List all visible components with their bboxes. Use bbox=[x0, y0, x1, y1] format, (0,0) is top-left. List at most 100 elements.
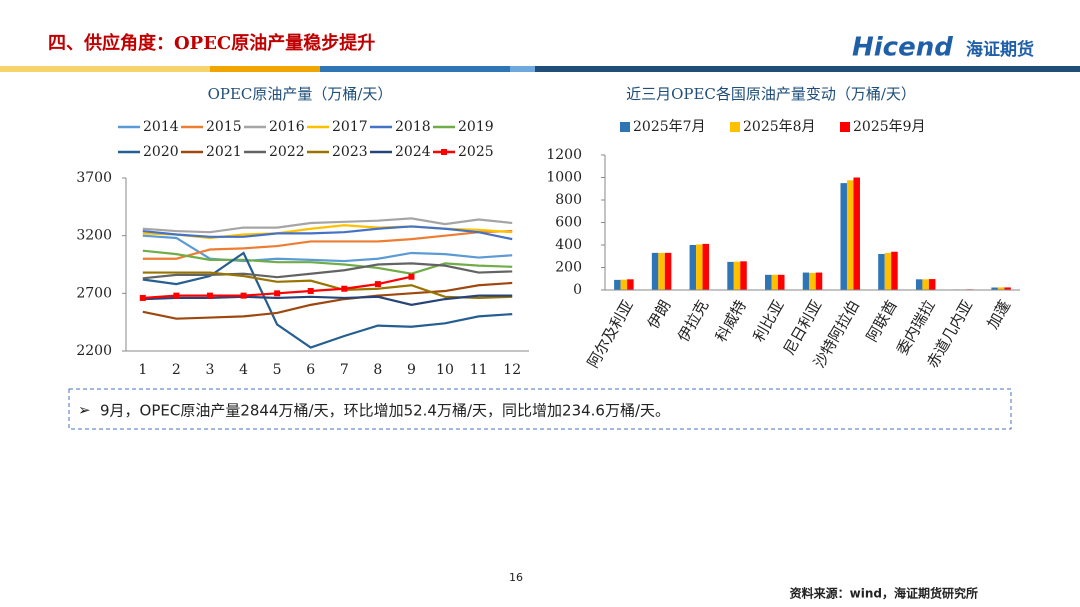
y-tick-label: 2200 bbox=[76, 343, 112, 359]
bar bbox=[991, 287, 998, 290]
marker bbox=[408, 273, 415, 280]
series-line bbox=[142, 249, 513, 275]
series-line bbox=[142, 271, 513, 300]
slide-title: 四、供应角度：OPEC原油产量稳步提升 bbox=[48, 32, 375, 54]
x-tick-label: 阿联酋 bbox=[863, 297, 901, 345]
note: 9月，OPEC原油产量2844万桶/天，环比增加52.4万桶/天，同比增加234… bbox=[100, 402, 670, 420]
chart-title: OPEC原油产量（万桶/天） bbox=[208, 85, 393, 103]
series-line bbox=[142, 262, 513, 280]
series-line bbox=[142, 281, 513, 320]
header-bar bbox=[320, 66, 510, 72]
legend-swatch bbox=[730, 122, 740, 132]
bar bbox=[884, 252, 892, 290]
y-tick-label: 1200 bbox=[546, 147, 582, 163]
bar bbox=[891, 251, 898, 290]
marker bbox=[139, 294, 146, 301]
bar bbox=[664, 252, 672, 290]
bar bbox=[771, 274, 779, 290]
bullet: ➢ bbox=[78, 401, 91, 419]
legend-label: 2023 bbox=[332, 144, 368, 160]
y-tick-label: 2700 bbox=[76, 285, 112, 301]
bar bbox=[840, 183, 847, 290]
bar bbox=[1004, 287, 1011, 290]
series-line bbox=[142, 294, 513, 306]
x-tick-label: 伊朗 bbox=[644, 297, 675, 332]
bar bbox=[778, 274, 785, 290]
bar bbox=[853, 177, 860, 290]
legend-label: 2018 bbox=[395, 119, 431, 135]
marker bbox=[240, 292, 247, 299]
legend-swatch bbox=[620, 122, 630, 132]
bar bbox=[614, 279, 621, 290]
legend-label: 2015 bbox=[206, 119, 242, 135]
marker bbox=[341, 285, 348, 292]
y-tick-label: 0 bbox=[573, 282, 582, 298]
header-bar bbox=[535, 66, 1080, 72]
bar bbox=[802, 272, 810, 290]
legend-label: 2016 bbox=[269, 119, 305, 135]
bar bbox=[928, 279, 936, 290]
bar bbox=[733, 261, 741, 290]
legend-label: 2022 bbox=[269, 144, 305, 160]
x-tick-label: 6 bbox=[306, 362, 315, 378]
bar bbox=[878, 254, 885, 290]
bar bbox=[658, 252, 665, 290]
legend-label: 2025年8月 bbox=[743, 119, 816, 135]
bar bbox=[765, 274, 772, 290]
x-tick-label: 11 bbox=[470, 362, 488, 378]
y-tick-label: 600 bbox=[555, 215, 582, 231]
x-tick-label: 7 bbox=[340, 362, 349, 378]
series-line bbox=[142, 217, 513, 234]
marker bbox=[173, 292, 180, 299]
header-bar bbox=[510, 66, 535, 72]
bar bbox=[627, 279, 634, 290]
page-number: 16 bbox=[509, 571, 523, 584]
x-tick-label: 3 bbox=[205, 362, 214, 378]
bar bbox=[922, 279, 929, 290]
y-tick-label: 3700 bbox=[76, 170, 112, 186]
legend-label: 2025年9月 bbox=[853, 119, 926, 135]
logo: Hicend bbox=[852, 33, 953, 63]
x-tick-label: 9 bbox=[407, 362, 416, 378]
bar bbox=[696, 244, 703, 290]
x-tick-label: 12 bbox=[503, 362, 521, 378]
x-tick-label: 加蓬 bbox=[983, 297, 1014, 332]
legend-swatch bbox=[840, 122, 850, 132]
logo-cn: 海证期货 bbox=[966, 39, 1034, 60]
bar bbox=[740, 261, 747, 290]
header-bar bbox=[0, 66, 210, 72]
x-tick-label: 伊拉克 bbox=[674, 297, 712, 345]
bar bbox=[651, 252, 659, 290]
source: 资料来源：wind，海证期货研究所 bbox=[790, 586, 978, 601]
x-tick-label: 8 bbox=[373, 362, 382, 378]
y-tick-label: 200 bbox=[555, 260, 582, 276]
y-tick-label: 3200 bbox=[76, 228, 112, 244]
legend-marker bbox=[441, 149, 447, 155]
header-bar bbox=[210, 66, 320, 72]
marker bbox=[274, 290, 281, 297]
marker bbox=[374, 281, 381, 288]
bar bbox=[997, 287, 1005, 290]
legend-label: 2025年7月 bbox=[633, 119, 706, 135]
bar bbox=[846, 180, 854, 290]
x-tick-label: 1 bbox=[138, 362, 147, 378]
bar bbox=[809, 272, 816, 290]
bar bbox=[689, 245, 697, 290]
legend-label: 2020 bbox=[143, 144, 179, 160]
x-tick-label: 5 bbox=[273, 362, 282, 378]
x-tick-label: 4 bbox=[239, 362, 248, 378]
chart-title: 近三月OPEC各国原油产量变动（万桶/天） bbox=[626, 85, 916, 103]
x-tick-label: 10 bbox=[436, 362, 454, 378]
x-tick-label: 阿尔及利亚 bbox=[584, 297, 637, 371]
marker bbox=[307, 288, 314, 295]
series-line bbox=[142, 234, 513, 263]
series-line bbox=[142, 225, 513, 241]
note-box bbox=[68, 388, 1012, 430]
legend-label: 2017 bbox=[332, 119, 368, 135]
bar bbox=[915, 279, 923, 290]
bar bbox=[702, 243, 710, 290]
y-tick-label: 800 bbox=[555, 192, 582, 208]
x-tick-label: 科威特 bbox=[712, 297, 750, 345]
